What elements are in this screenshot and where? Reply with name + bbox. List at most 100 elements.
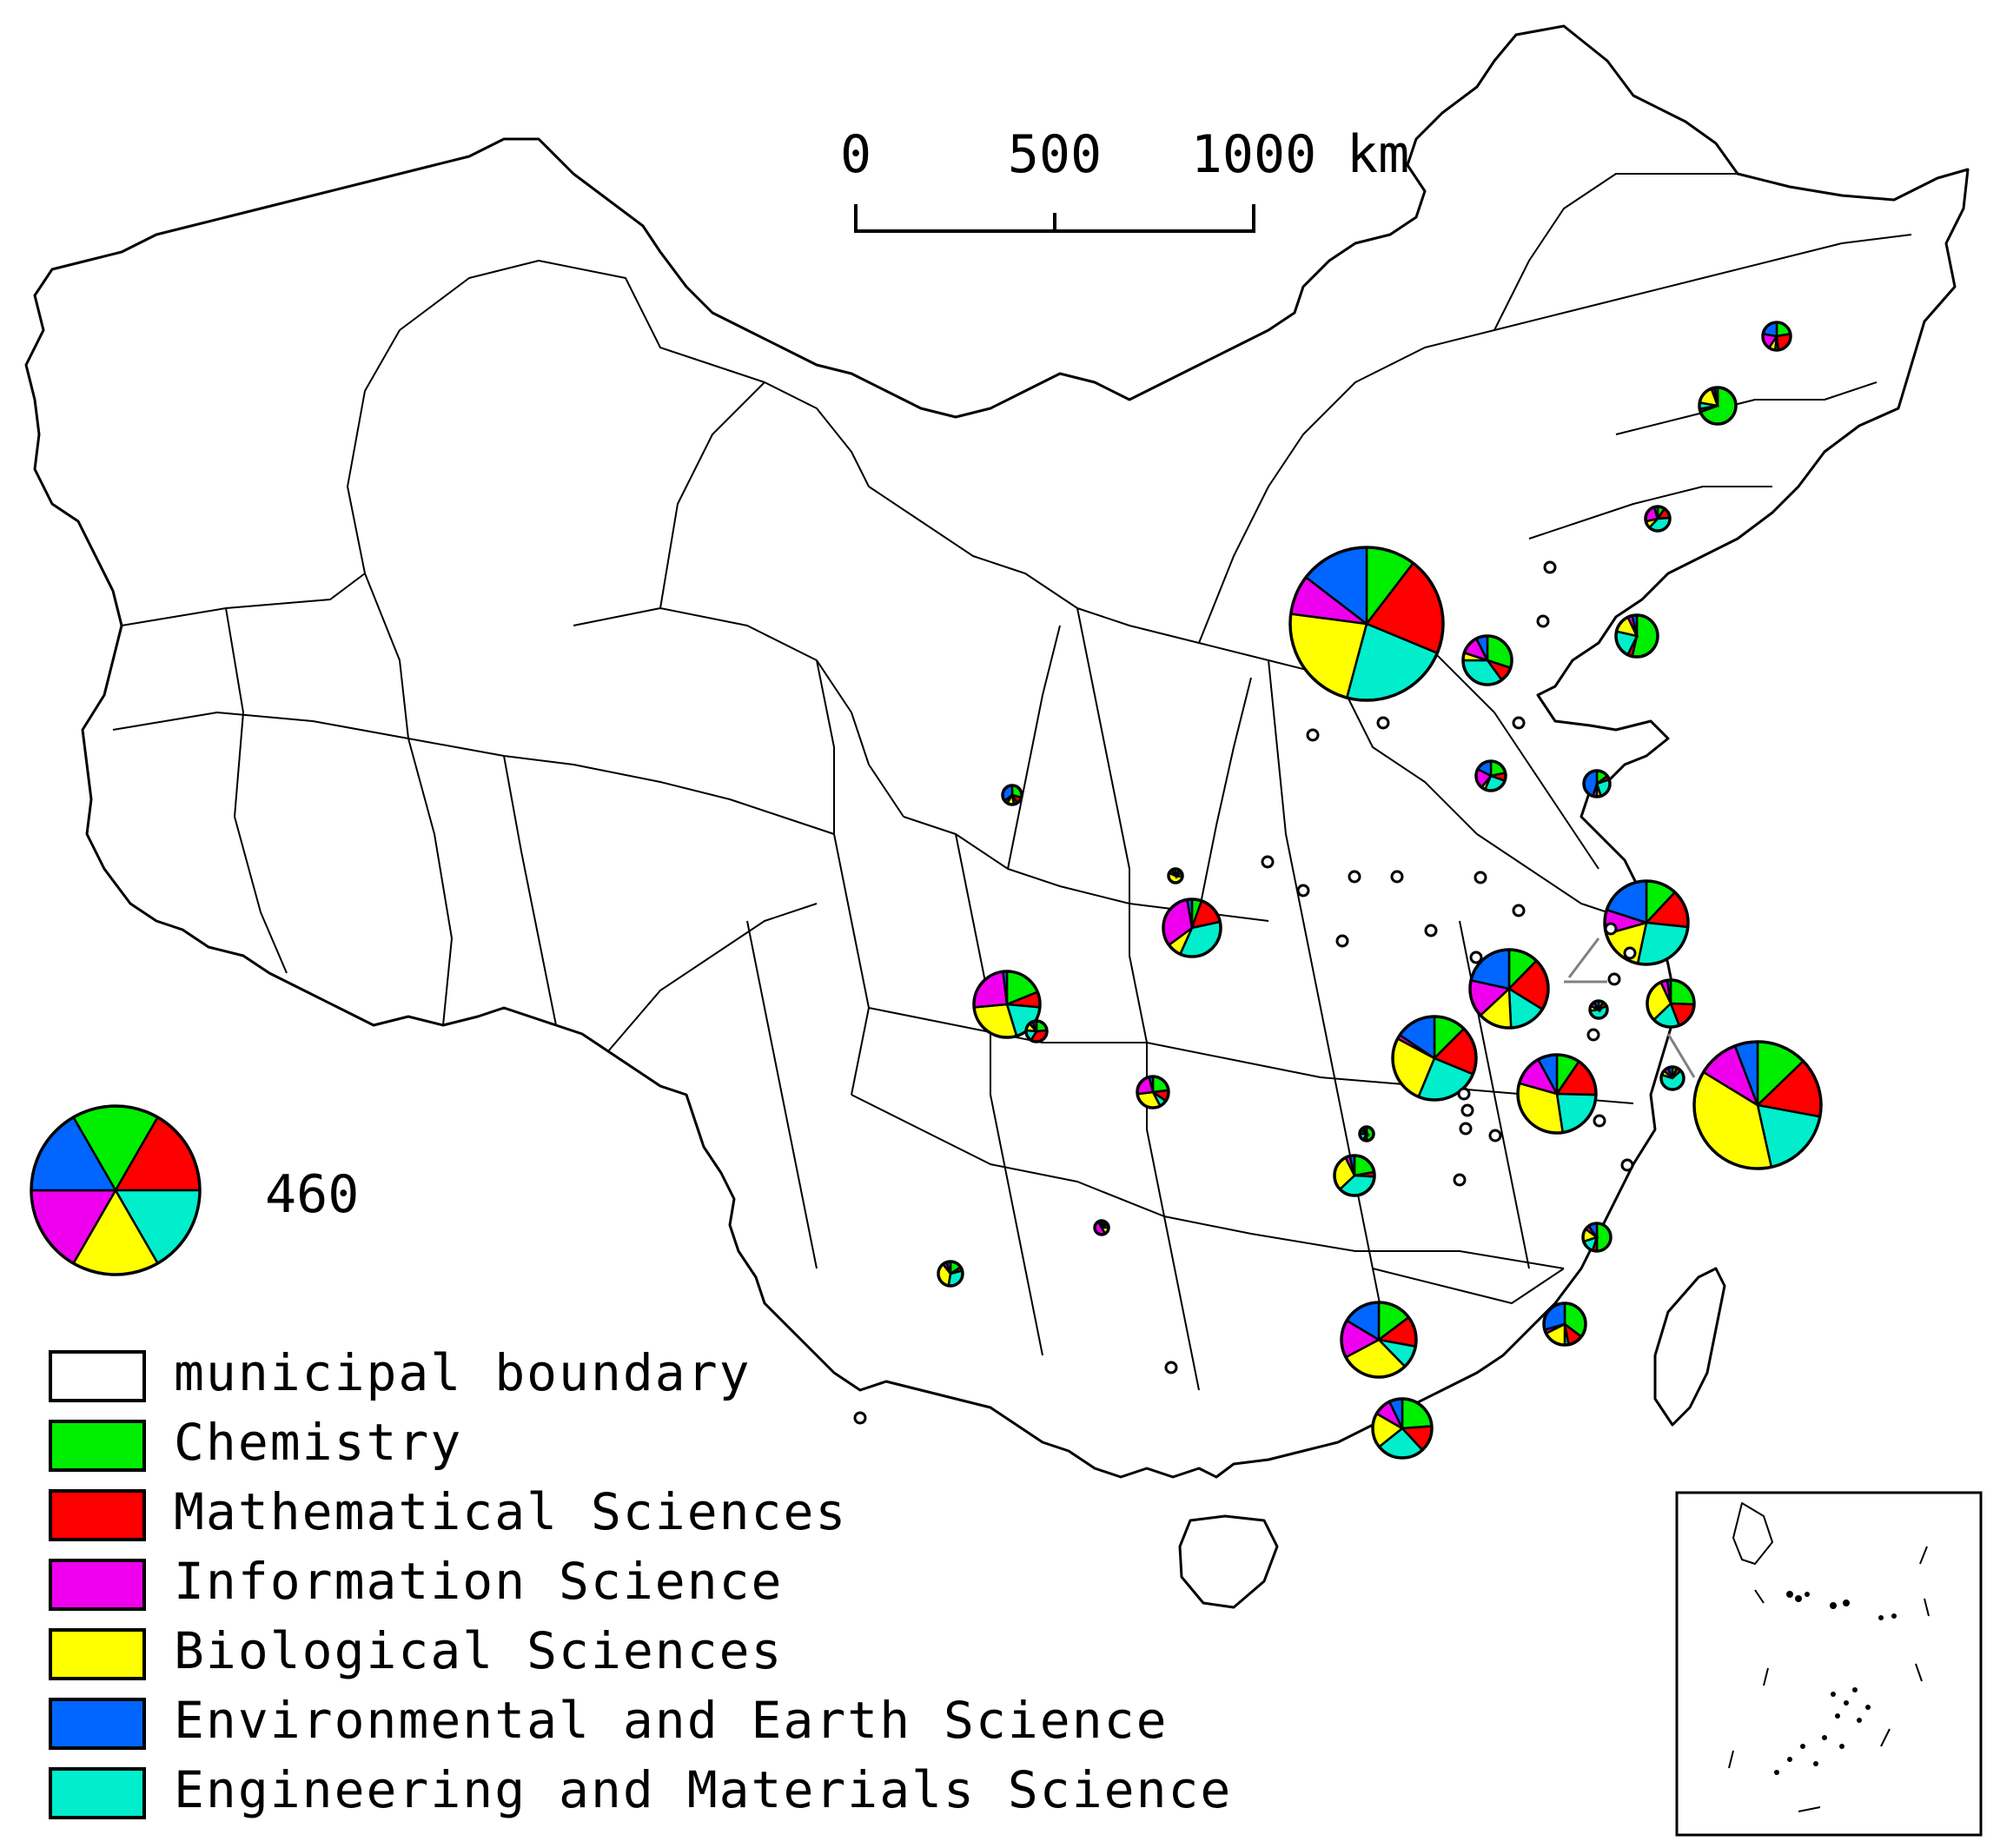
undefined [1391, 1015, 1478, 1102]
swatch-chemistry [49, 1420, 146, 1472]
pie-outline [1391, 1015, 1478, 1102]
scale-label-500: 500 [1008, 124, 1102, 185]
pie-outline [1468, 948, 1550, 1030]
undefined [1468, 948, 1550, 1030]
pie-outline [1288, 546, 1445, 702]
south-china-sea-inset [1675, 1491, 1983, 1837]
pie-outline [1646, 978, 1696, 1029]
undefined [1659, 1065, 1685, 1091]
pie-outline [1371, 1397, 1434, 1460]
legend: municipal boundary Chemistry Mathematica… [49, 1343, 1232, 1819]
pie-outline [1761, 321, 1792, 352]
pie-outline [1162, 898, 1222, 958]
municipal-boundaries [112, 173, 1912, 1391]
swatch-engineering-materials-science [49, 1767, 146, 1819]
city-marker [1376, 716, 1390, 730]
pie-outline [1358, 1125, 1375, 1143]
undefined [1136, 1075, 1170, 1109]
pie-outline [1542, 1302, 1587, 1347]
undefined [1001, 784, 1023, 806]
pie-outline [1167, 867, 1184, 884]
undefined [937, 1260, 964, 1288]
pie-outline [30, 1104, 202, 1276]
city-marker [1474, 871, 1487, 884]
size-legend-pie-chart [30, 1104, 202, 1276]
swatch-biological-sciences [49, 1628, 146, 1680]
undefined [1542, 1302, 1587, 1347]
islands [1178, 1267, 1726, 1609]
undefined [1644, 505, 1672, 533]
swatch-municipal-boundary [49, 1350, 146, 1402]
city-marker [1296, 884, 1310, 898]
pie-outline [1614, 613, 1659, 659]
pie-outline [1001, 784, 1023, 806]
undefined [1761, 321, 1792, 352]
undefined [1167, 867, 1184, 884]
undefined [1024, 1019, 1049, 1043]
undefined [1603, 879, 1690, 966]
leader-line [1666, 1033, 1696, 1078]
scale-label-0: 0 [840, 124, 871, 185]
legend-item-engineering-materials-science: Engineering and Materials Science [49, 1760, 1232, 1819]
legend-item-mathematical-sciences: Mathematical Sciences [49, 1482, 845, 1541]
map-pies [853, 321, 1823, 1460]
legend-item-environmental-earth-science: Environmental and Earth Science [49, 1691, 1169, 1750]
legend-item-information-science: Information Science [49, 1552, 783, 1611]
scale-unit: km [1347, 124, 1409, 185]
undefined [1093, 1219, 1110, 1236]
pie-outline [1581, 1222, 1613, 1253]
city-marker [853, 1411, 867, 1425]
pie-outline [1024, 1019, 1049, 1043]
city-marker [1536, 614, 1550, 628]
size-legend-value: 460 [265, 1164, 359, 1225]
city-marker [1512, 716, 1526, 730]
pie-outline [972, 970, 1042, 1039]
city-marker [1469, 950, 1483, 964]
undefined [1588, 999, 1609, 1020]
china-outline [24, 24, 1970, 1479]
pie-outline [1093, 1219, 1110, 1236]
legend-label-environmental-earth-science: Environmental and Earth Science [174, 1691, 1169, 1750]
undefined [1358, 1125, 1375, 1143]
pie-outline [1582, 769, 1612, 798]
city-marker [1593, 1114, 1606, 1128]
pie-outline [1603, 879, 1690, 966]
city-marker [1604, 922, 1618, 936]
city-marker [1623, 946, 1637, 960]
size-legend-pie [30, 1104, 202, 1276]
city-marker [1459, 1122, 1473, 1136]
undefined [1162, 898, 1222, 958]
legend-label-information-science: Information Science [174, 1552, 783, 1611]
pie-outline [937, 1260, 964, 1288]
pie-outline [1692, 1040, 1823, 1170]
legend-label-municipal-boundary: municipal boundary [174, 1343, 752, 1402]
undefined [1614, 613, 1659, 659]
city-marker [1607, 972, 1621, 986]
city-marker [1261, 855, 1275, 869]
undefined [1461, 634, 1513, 686]
city-marker [1348, 870, 1361, 884]
pie-outline [1461, 634, 1513, 686]
city-marker [1488, 1129, 1502, 1143]
undefined [1516, 1053, 1598, 1135]
pie-outline [1698, 386, 1738, 426]
city-marker [1543, 560, 1557, 574]
legend-item-chemistry: Chemistry [49, 1413, 460, 1472]
city-marker [1620, 1158, 1634, 1172]
city-marker [1460, 1103, 1474, 1117]
legend-label-biological-sciences: Biological Sciences [174, 1621, 783, 1680]
legend-label-engineering-materials-science: Engineering and Materials Science [174, 1760, 1232, 1819]
city-marker [1453, 1173, 1467, 1187]
swatch-environmental-earth-science [49, 1698, 146, 1750]
leader-line [1567, 937, 1600, 978]
city-marker [1457, 1087, 1471, 1101]
legend-item-biological-sciences: Biological Sciences [49, 1621, 783, 1680]
undefined [1582, 769, 1612, 798]
pie-outline [1333, 1154, 1376, 1197]
city-marker [1335, 934, 1349, 948]
undefined [1581, 1222, 1613, 1253]
swatch-information-science [49, 1559, 146, 1611]
undefined [1698, 386, 1738, 426]
city-marker [1586, 1028, 1600, 1042]
